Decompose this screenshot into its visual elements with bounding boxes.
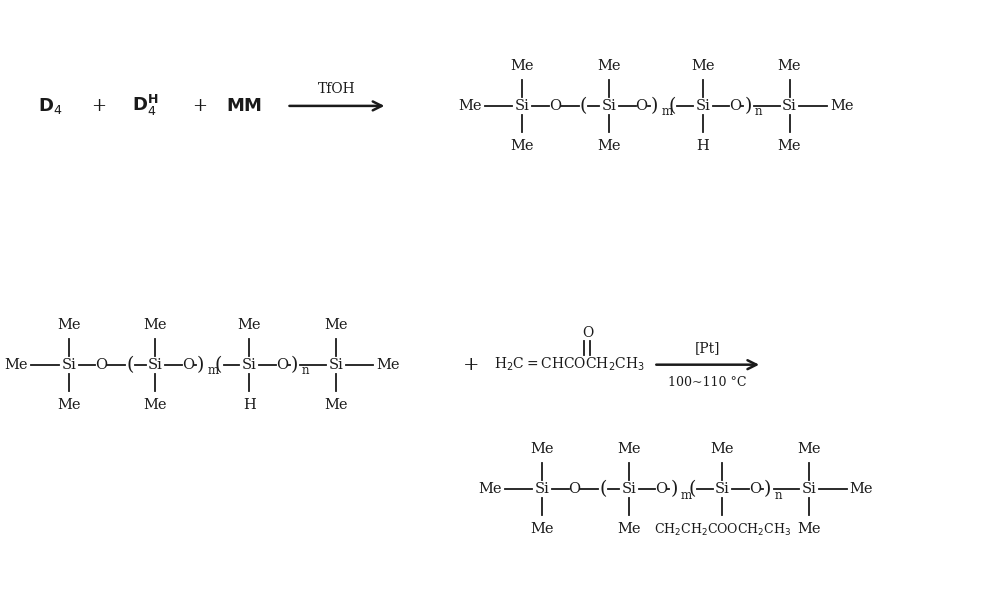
Text: Me: Me	[530, 522, 554, 536]
Text: Me: Me	[850, 482, 873, 496]
Text: Si: Si	[328, 358, 343, 372]
Text: ): )	[670, 480, 678, 498]
Text: +: +	[91, 97, 106, 115]
Text: n: n	[775, 488, 782, 502]
Text: $\mathbf{D}_4$: $\mathbf{D}_4$	[38, 96, 62, 116]
Text: ): )	[291, 356, 298, 374]
Text: O: O	[549, 99, 561, 113]
Text: Si: Si	[515, 99, 530, 113]
Text: Me: Me	[5, 358, 28, 372]
Text: Me: Me	[144, 318, 167, 332]
Text: (: (	[669, 97, 676, 115]
Text: Me: Me	[617, 522, 641, 536]
Text: O: O	[636, 99, 648, 113]
Text: O: O	[729, 99, 741, 113]
Text: Me: Me	[711, 442, 734, 456]
Text: Me: Me	[57, 318, 80, 332]
Text: O: O	[569, 482, 581, 496]
Text: Si: Si	[61, 358, 76, 372]
Text: Si: Si	[715, 482, 730, 496]
Text: (: (	[688, 480, 696, 498]
Text: Si: Si	[621, 482, 636, 496]
Text: Si: Si	[535, 482, 549, 496]
Text: Si: Si	[242, 358, 257, 372]
Text: (: (	[215, 356, 222, 374]
Text: n: n	[755, 105, 763, 118]
Text: Me: Me	[478, 482, 502, 496]
Text: Me: Me	[530, 442, 554, 456]
Text: +: +	[192, 97, 207, 115]
Text: O: O	[276, 358, 288, 372]
Text: Me: Me	[511, 139, 534, 153]
Text: (: (	[580, 97, 587, 115]
Text: O: O	[182, 358, 194, 372]
Text: 100~110 °C: 100~110 °C	[668, 376, 747, 389]
Text: O: O	[95, 358, 107, 372]
Text: H: H	[243, 397, 256, 412]
Text: Si: Si	[802, 482, 817, 496]
Text: H: H	[696, 139, 709, 153]
Text: (: (	[599, 480, 607, 498]
Text: Si: Si	[695, 99, 710, 113]
Text: TfOH: TfOH	[318, 82, 356, 96]
Text: Me: Me	[324, 318, 348, 332]
Text: ): )	[197, 356, 205, 374]
Text: Me: Me	[376, 358, 400, 372]
Text: Me: Me	[778, 139, 801, 153]
Text: O: O	[655, 482, 667, 496]
Text: O: O	[582, 326, 593, 340]
Text: Me: Me	[458, 99, 482, 113]
Text: Me: Me	[597, 59, 621, 73]
Text: $\mathbf{MM}$: $\mathbf{MM}$	[226, 97, 262, 115]
Text: Me: Me	[691, 59, 715, 73]
Text: H$_2$C$=$CHCOCH$_2$CH$_3$: H$_2$C$=$CHCOCH$_2$CH$_3$	[494, 356, 645, 374]
Text: ): )	[764, 480, 772, 498]
Text: Me: Me	[511, 59, 534, 73]
Text: m: m	[208, 364, 219, 377]
Text: Me: Me	[830, 99, 853, 113]
Text: Me: Me	[324, 397, 348, 412]
Text: ): )	[651, 97, 658, 115]
Text: n: n	[301, 364, 309, 377]
Text: Me: Me	[798, 442, 821, 456]
Text: m: m	[681, 488, 692, 502]
Text: Si: Si	[602, 99, 617, 113]
Text: Si: Si	[148, 358, 163, 372]
Text: CH$_2$CH$_2$COOCH$_2$CH$_3$: CH$_2$CH$_2$COOCH$_2$CH$_3$	[654, 522, 791, 538]
Text: Me: Me	[144, 397, 167, 412]
Text: Me: Me	[778, 59, 801, 73]
Text: Me: Me	[617, 442, 641, 456]
Text: Me: Me	[798, 522, 821, 536]
Text: +: +	[463, 356, 479, 374]
Text: ): )	[744, 97, 752, 115]
Text: Me: Me	[597, 139, 621, 153]
Text: Me: Me	[57, 397, 80, 412]
Text: $\mathbf{D}_4^\mathbf{H}$: $\mathbf{D}_4^\mathbf{H}$	[132, 93, 159, 118]
Text: (: (	[126, 356, 134, 374]
Text: Me: Me	[237, 318, 261, 332]
Text: Si: Si	[782, 99, 797, 113]
Text: O: O	[749, 482, 761, 496]
Text: m: m	[661, 105, 672, 118]
Text: [Pt]: [Pt]	[695, 341, 720, 355]
